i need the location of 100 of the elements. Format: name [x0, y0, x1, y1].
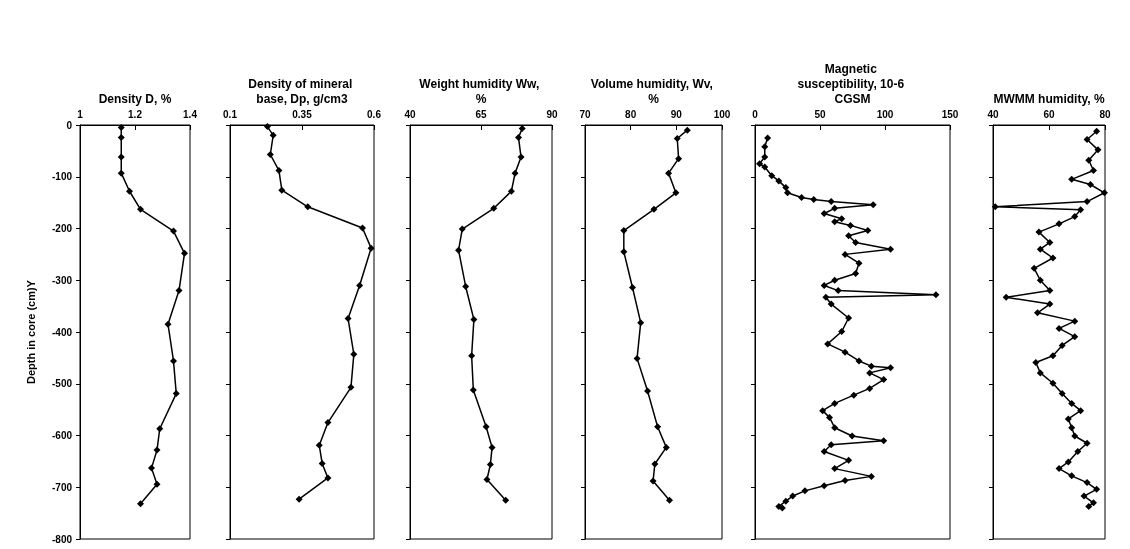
- x-tick-label: 65: [475, 108, 487, 120]
- point: [1046, 238, 1054, 246]
- point: [1071, 432, 1079, 440]
- point: [644, 387, 652, 395]
- x-tick-label: 100: [713, 108, 731, 120]
- point: [665, 169, 673, 177]
- point: [488, 443, 496, 451]
- point: [1074, 448, 1082, 456]
- point: [841, 348, 849, 356]
- point: [782, 497, 790, 505]
- point: [1030, 264, 1038, 272]
- point: [672, 189, 680, 197]
- point: [819, 407, 827, 415]
- x-axis-title: MWMM humidity, %: [993, 91, 1105, 106]
- point: [1071, 317, 1079, 325]
- x-tick-label: 1: [77, 108, 84, 120]
- point: [820, 448, 828, 456]
- point: [1055, 324, 1063, 332]
- point: [356, 281, 364, 289]
- point: [153, 446, 161, 454]
- point: [458, 225, 466, 233]
- y-tick-label: -300: [51, 274, 73, 286]
- point: [845, 314, 853, 322]
- point: [1055, 465, 1063, 473]
- x-tick-label: 70: [579, 108, 591, 120]
- point: [1049, 379, 1057, 387]
- x-tick-label: 80: [1099, 108, 1111, 120]
- point: [1077, 407, 1085, 415]
- point: [148, 464, 155, 472]
- point: [825, 413, 833, 421]
- point: [507, 187, 515, 195]
- y-tick-label: -800: [51, 533, 73, 545]
- point: [278, 186, 286, 194]
- point: [1086, 181, 1094, 189]
- point: [932, 291, 940, 299]
- point: [620, 248, 628, 256]
- point: [782, 184, 790, 192]
- point: [855, 357, 863, 365]
- point: [864, 227, 872, 235]
- point: [650, 205, 658, 213]
- point: [673, 134, 681, 142]
- point: [470, 316, 478, 324]
- point: [181, 249, 188, 257]
- point: [117, 153, 125, 161]
- y-tick-label: 0: [66, 119, 73, 131]
- point: [1064, 458, 1072, 466]
- point: [846, 221, 854, 229]
- point: [1035, 228, 1043, 236]
- point: [1036, 245, 1044, 253]
- y-tick-label: -400: [51, 326, 73, 338]
- point: [175, 287, 183, 295]
- x-tick-label: 0.6: [367, 108, 382, 120]
- point: [867, 362, 875, 370]
- point: [831, 424, 839, 432]
- point: [318, 459, 326, 467]
- point: [784, 189, 791, 197]
- point: [880, 376, 888, 384]
- point: [1068, 399, 1076, 407]
- point: [266, 151, 274, 158]
- point: [462, 282, 470, 290]
- point: [324, 419, 332, 427]
- point: [845, 232, 853, 240]
- point: [517, 153, 525, 161]
- point: [1049, 254, 1057, 262]
- point: [367, 244, 375, 252]
- point: [810, 196, 818, 204]
- point: [848, 432, 856, 440]
- point: [768, 172, 776, 180]
- point: [841, 477, 849, 485]
- x-tick-label: 90: [670, 108, 683, 120]
- point: [1002, 293, 1010, 301]
- point: [1036, 276, 1044, 284]
- point: [324, 474, 332, 482]
- point: [518, 125, 526, 133]
- y-axis-title: Depth in core (cm)Y: [24, 279, 37, 384]
- point: [1094, 146, 1102, 154]
- point: [651, 460, 659, 468]
- point: [867, 472, 875, 480]
- point: [170, 357, 177, 365]
- point: [1046, 287, 1054, 295]
- point: [117, 133, 125, 141]
- point: [269, 131, 277, 139]
- x-tick-label: 90: [546, 108, 558, 120]
- point: [662, 443, 670, 451]
- x-tick-label: 1.4: [183, 108, 198, 120]
- point: [1100, 189, 1108, 197]
- point: [1083, 439, 1091, 447]
- point: [827, 300, 835, 308]
- point: [831, 399, 839, 407]
- point: [654, 423, 662, 431]
- point: [831, 276, 839, 284]
- point: [1034, 309, 1042, 317]
- point: [1058, 390, 1066, 398]
- y-tick-label: -700: [51, 481, 73, 493]
- point: [1083, 135, 1091, 143]
- point: [514, 133, 522, 141]
- point: [304, 203, 312, 211]
- point: [1068, 472, 1076, 480]
- point: [620, 227, 628, 235]
- point: [153, 480, 161, 488]
